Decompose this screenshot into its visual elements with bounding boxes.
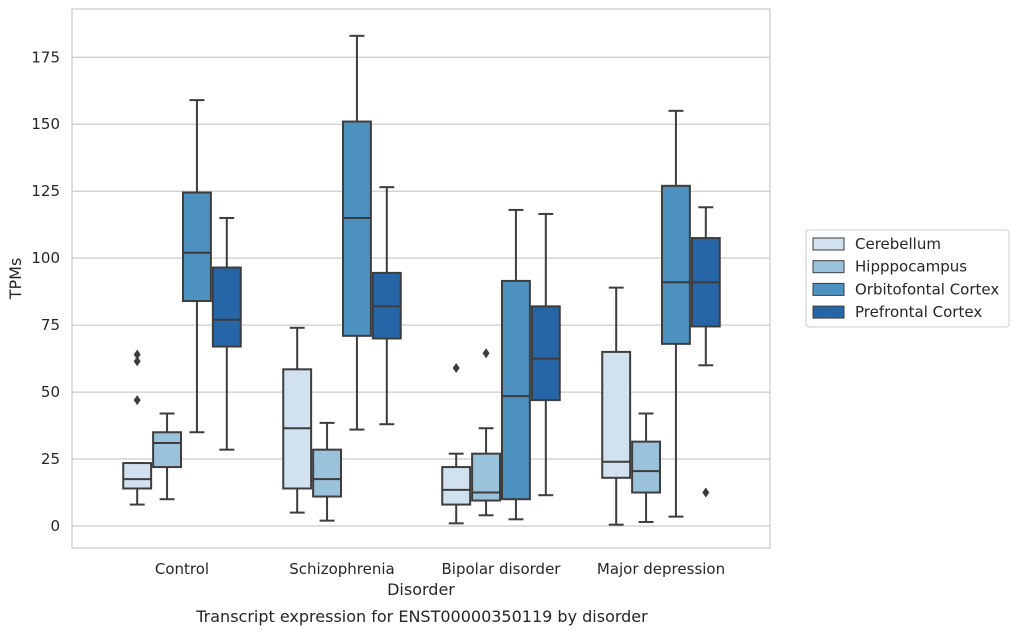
box-orbitofontal-cortex [182,99,212,434]
box-prefrontal-cortex [690,206,721,498]
y-tick-label: 125 [31,182,60,200]
plot-frame [71,8,771,549]
legend-label: Cerebellum [855,235,941,253]
outlier-point [452,362,460,373]
y-tick-label: 25 [41,450,60,468]
box-body [631,440,661,494]
x-tick-labels: Control Schizophrenia Bipolar disorder Majo… [155,560,725,578]
y-tick-label: 0 [50,517,60,535]
outlier-point [482,348,490,359]
y-tick-label: 50 [41,383,60,401]
outlier-point [133,349,141,360]
box-prefrontal-cortex [211,216,242,451]
outlier-point [133,395,141,406]
outlier-point [133,356,141,367]
y-tick-labels: 0 25 50 75 100 125 150 175 [31,48,60,535]
box-hipppocampus [631,412,661,523]
legend: Cerebellum Hipppocampus Orbitofontal Corte… [805,229,1010,328]
y-axis-label: TPMs [6,258,25,301]
legend-swatch [812,237,845,251]
x-tick-label: Control [155,560,209,578]
x-tick-label: Major depression [597,560,725,578]
legend-label: Orbitofontal Cortex [855,280,999,298]
box-body [312,448,342,498]
box-body [122,462,153,490]
box-body [182,191,212,303]
box-body [601,350,632,479]
y-tick-label: 150 [31,115,60,133]
box-body [152,431,182,469]
y-tick-label: 100 [31,249,60,267]
legend-swatch [812,305,845,319]
y-tick-label: 175 [31,48,60,66]
box-body [441,466,472,506]
outlier-point [702,487,710,498]
box-cerebellum [122,349,153,506]
x-tick-label: Schizophrenia [289,560,394,578]
box-hipppocampus [471,348,501,517]
x-tick-label: Bipolar disorder [442,560,562,578]
x-axis-label: Disorder [387,580,455,599]
y-tick-label: 75 [41,316,60,334]
box-orbitofontal-cortex [661,109,691,518]
box-hipppocampus [312,421,342,522]
box-prefrontal-cortex [371,186,402,426]
box-body [211,266,242,348]
legend-label: Hipppocampus [855,258,967,276]
box-body [661,184,691,345]
legend-swatch [812,260,845,274]
box-cerebellum [441,362,472,525]
box-orbitofontal-cortex [501,208,531,521]
box-body [342,120,372,337]
legend-box [805,229,1010,328]
box-orbitofontal-cortex [342,34,372,431]
box-body [471,452,501,502]
box-cerebellum [282,326,313,514]
box-body [501,279,531,501]
legend-label: Prefrontal Cortex [855,303,982,321]
box-cerebellum [601,286,632,526]
box-prefrontal-cortex [530,212,561,497]
box-body [530,305,561,402]
legend-swatch [812,282,845,296]
plot-area [122,34,721,526]
box-hipppocampus [152,412,182,501]
chart-caption: Transcript expression for ENST0000035011… [195,607,648,626]
